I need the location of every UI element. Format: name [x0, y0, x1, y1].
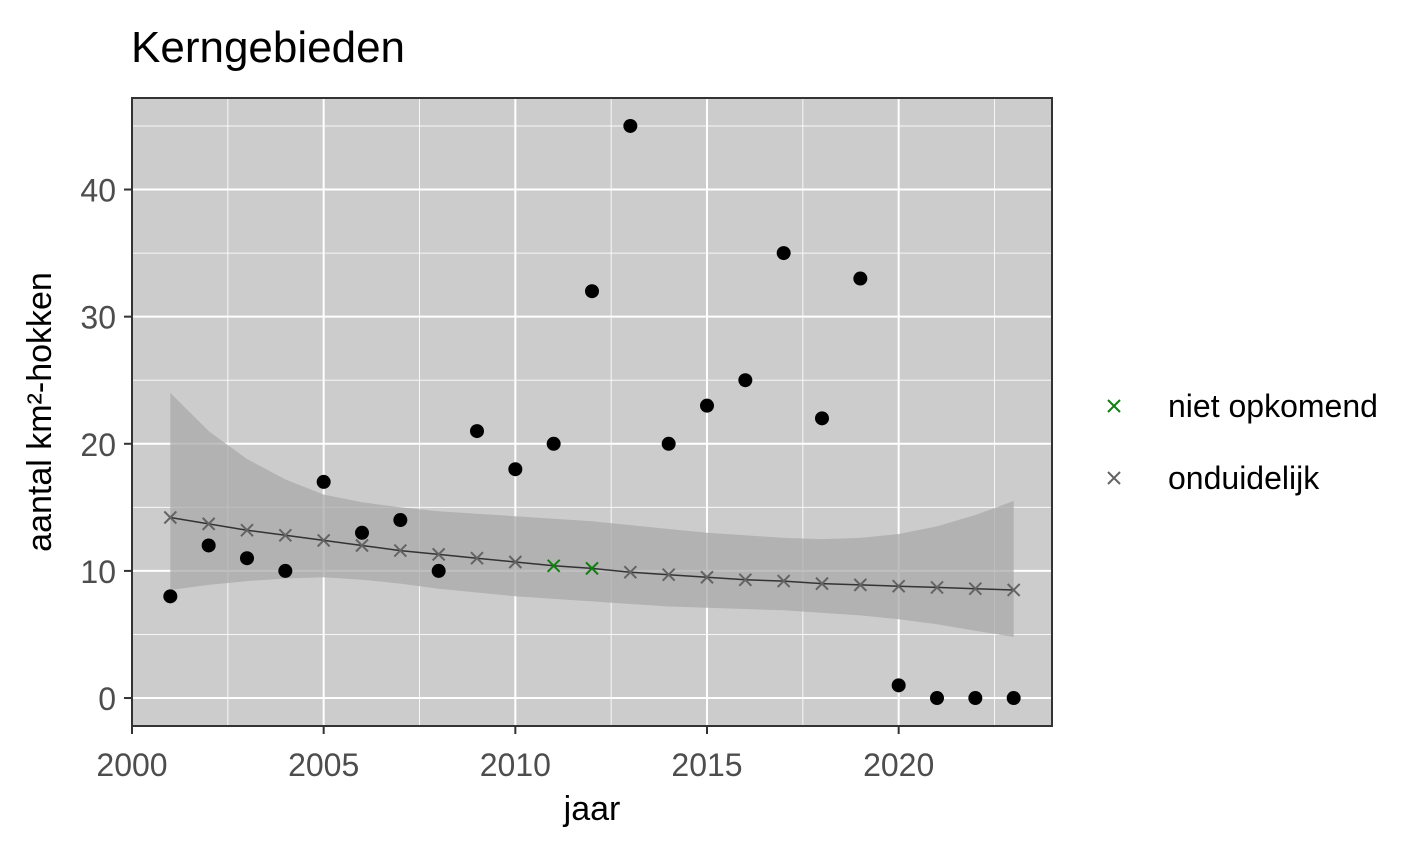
- trend-marker-stroke: [623, 565, 638, 579]
- plot-panel: [132, 98, 1052, 726]
- trend-marker: [316, 533, 331, 548]
- x-axis-label: jaar: [563, 790, 621, 828]
- trend-marker-stroke: [968, 581, 983, 596]
- trend-marker-stroke: [661, 568, 676, 582]
- data-point: [1006, 691, 1021, 706]
- trend-marker: [853, 578, 868, 592]
- trend-marker: [738, 573, 753, 587]
- trend-marker-stroke: [546, 559, 561, 573]
- trend-marker: [240, 523, 254, 537]
- data-point: [661, 436, 676, 451]
- trend-marker: [815, 576, 829, 591]
- confidence-ribbon-layer: [170, 392, 1014, 637]
- legend: niet opkomend onduidelijk: [1107, 388, 1378, 496]
- chart-title: Kerngebieden: [131, 23, 405, 72]
- trend-marker: [201, 517, 216, 531]
- legend-label: onduidelijk: [1168, 460, 1320, 496]
- trend-marker: [930, 580, 944, 595]
- y-tick-label: 40: [80, 173, 116, 209]
- data-point: [431, 563, 446, 578]
- y-axis-label: aantal km²-hokken: [21, 272, 59, 552]
- data-point: [470, 424, 484, 439]
- trend-marker-stroke: [240, 523, 254, 537]
- data-point: [776, 246, 791, 261]
- trend-marker-stroke: [1006, 583, 1021, 597]
- data-point: [163, 589, 178, 604]
- trend-marker: [508, 555, 523, 569]
- x-axis: 2000 2005 2010 2015 2020: [96, 726, 934, 783]
- trend-marker: [355, 538, 369, 553]
- trend-marker-stroke: [393, 543, 408, 558]
- confidence-ribbon: [170, 392, 1014, 637]
- data-point: [278, 563, 293, 578]
- plot-border: [131, 97, 1053, 727]
- x-tick-label: 2000: [96, 747, 167, 783]
- data-point: [930, 691, 944, 706]
- trend-marker: [968, 581, 983, 596]
- trend-marker-stroke: [470, 551, 484, 565]
- trend-marker-stroke: [891, 579, 906, 593]
- trend-marker: [700, 570, 714, 584]
- trend-marker: [623, 565, 638, 579]
- data-point: [815, 411, 829, 426]
- trend-marker-stroke: [585, 561, 599, 576]
- trend-marker-stroke: [853, 578, 868, 592]
- trend-marker: [546, 559, 561, 573]
- data-point: [891, 678, 906, 693]
- data-point: [393, 513, 408, 528]
- trend-marker: [393, 543, 408, 558]
- y-tick-label: 10: [80, 554, 116, 590]
- trend-marker-stroke: [776, 574, 791, 588]
- legend-key-stroke: [1107, 399, 1121, 413]
- y-tick-label: 0: [98, 681, 116, 717]
- trend-marker: [891, 579, 906, 593]
- trend-marker: [1006, 583, 1021, 597]
- data-point: [355, 525, 369, 540]
- legend-key: [1107, 471, 1121, 485]
- trend-marker: [278, 528, 293, 543]
- trend-marker-stroke: [355, 538, 369, 553]
- data-point: [316, 474, 331, 489]
- trend-marker-stroke: [201, 517, 216, 531]
- data-point: [853, 271, 868, 286]
- data-point: [201, 538, 216, 553]
- trend-marker-stroke: [815, 576, 829, 591]
- trend-marker-stroke: [278, 528, 293, 543]
- y-tick-label: 20: [80, 427, 116, 463]
- trend-marker: [585, 561, 599, 576]
- data-point: [240, 551, 254, 566]
- trend-marker: [661, 568, 676, 582]
- trend-marker-stroke: [431, 547, 446, 562]
- trend-marker: [776, 574, 791, 588]
- legend-key-stroke: [1107, 471, 1121, 485]
- trend-marker: [163, 510, 178, 525]
- trend-marker-stroke: [930, 580, 944, 595]
- x-tick-label: 2010: [480, 747, 551, 783]
- trend-marker: [431, 547, 446, 562]
- legend-key: [1107, 399, 1121, 413]
- data-point: [508, 462, 523, 477]
- x-tick-label: 2020: [863, 747, 934, 783]
- trend-marker-stroke: [508, 555, 523, 569]
- trend-marker: [470, 551, 484, 565]
- trend-marker-stroke: [316, 533, 331, 548]
- data-point: [738, 373, 753, 388]
- observed-points: [163, 118, 1021, 706]
- x-tick-label: 2015: [671, 747, 742, 783]
- x-tick-label: 2005: [288, 747, 359, 783]
- data-point: [700, 398, 714, 413]
- data-point: [585, 284, 599, 299]
- legend-label: niet opkomend: [1168, 388, 1378, 424]
- data-point: [968, 691, 983, 706]
- data-point: [546, 436, 561, 451]
- data-point: [623, 118, 638, 133]
- trend-marker-stroke: [163, 510, 178, 525]
- trend-marker-stroke: [700, 570, 714, 584]
- y-tick-label: 30: [80, 300, 116, 336]
- y-axis: 0 10 20 30 40: [80, 173, 132, 717]
- trend-markers: [163, 510, 1021, 597]
- trend-marker-stroke: [738, 573, 753, 587]
